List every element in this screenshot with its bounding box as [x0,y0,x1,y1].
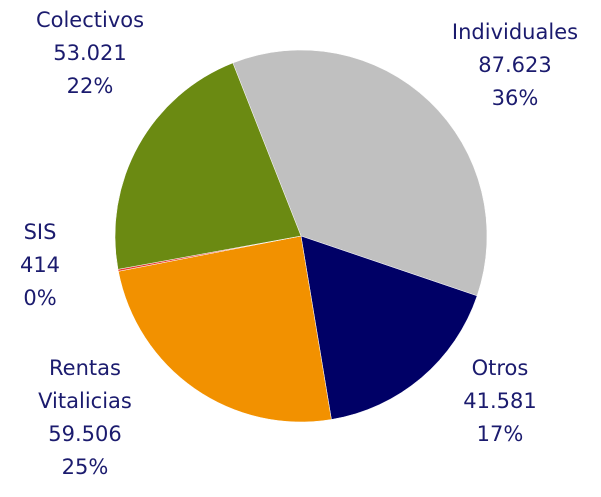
label-name: SIS [23,220,57,244]
slice-label: Colectivos 53.021 22% [20,4,160,103]
pie-slice [232,49,488,297]
label-name: Otros [471,356,529,380]
slice-label: SIS 414 0% [0,216,80,315]
label-percent: 36% [491,86,539,110]
label-percent: 0% [23,286,57,310]
label-name: Rentas Vitalicias [38,356,132,413]
label-percent: 22% [66,74,114,98]
label-value: 414 [19,253,61,277]
label-percent: 17% [476,422,524,446]
label-value: 59.506 [48,422,122,446]
label-value: 53.021 [53,41,127,65]
slice-label: Rentas Vitalicias 59.506 25% [10,352,160,484]
label-name: Individuales [451,20,579,44]
pie-slice [118,235,332,423]
label-percent: 25% [61,455,109,479]
pie-slice [300,235,478,420]
pie-slice [114,62,302,270]
label-value: 41.581 [463,389,537,413]
label-value: 87.623 [478,53,552,77]
slice-label: Individuales 87.623 36% [430,16,600,115]
slice-label: Otros 41.581 17% [430,352,570,451]
label-name: Colectivos [35,8,145,32]
